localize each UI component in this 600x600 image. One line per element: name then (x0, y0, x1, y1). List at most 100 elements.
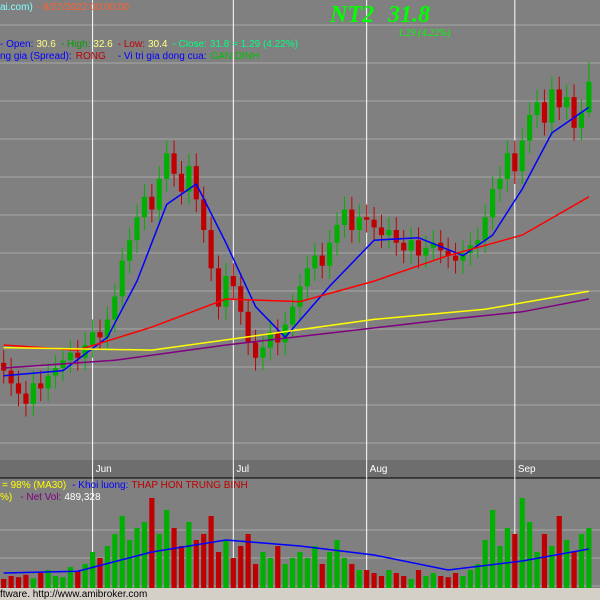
candle-body (452, 255, 459, 261)
volume-bar (423, 576, 429, 588)
candle-body (201, 199, 207, 230)
candle-body (349, 209, 355, 230)
volume-bar (304, 558, 310, 588)
volume-bar (497, 546, 503, 588)
volume-bar (45, 570, 51, 588)
candle-body (541, 102, 548, 123)
candle-body (90, 332, 96, 345)
volume-bar (578, 534, 585, 588)
volume-bar (571, 552, 577, 588)
symbol-line: NT2 31.8 (329, 2, 430, 28)
volume-bar (430, 573, 436, 588)
x-tick-label: Jul (236, 464, 249, 475)
close: 31.8 = 1.29 (4.22%) (210, 39, 298, 50)
candle-body (119, 260, 125, 297)
candle-body (223, 276, 229, 307)
volume-bar (512, 534, 518, 588)
volume-bar (319, 564, 325, 588)
candle-body (386, 230, 392, 236)
candle-body (141, 196, 148, 218)
date-axis-band (0, 460, 600, 478)
candle-body (252, 342, 259, 358)
volume-state: THAP HON TRUNG BINH (131, 480, 247, 491)
candle-body (215, 268, 222, 307)
header-line-1: ai.com) - 9/27/2022 00:00:00 (0, 2, 130, 13)
candle-body (112, 296, 118, 320)
candle-body (290, 306, 296, 325)
candle-body (97, 332, 103, 338)
volume-bar (260, 552, 266, 588)
candle-body (149, 196, 155, 210)
volume-bar (460, 576, 466, 588)
volume-bar (245, 534, 251, 588)
volume-bar (15, 577, 22, 588)
volume-bar (364, 570, 370, 588)
volume-line-2: %) - Net Vol: 489,328 (0, 492, 101, 503)
candle-body (564, 97, 570, 108)
x-tick-label: Jun (96, 464, 112, 475)
candle-body (527, 115, 533, 141)
volume-bar (564, 540, 570, 588)
footer-band (0, 588, 600, 600)
netvol-label: - Net Vol: (20, 492, 61, 503)
volume-bar (386, 570, 392, 588)
volume-bar (541, 534, 548, 588)
volume-bar (104, 546, 110, 588)
volume-bar (201, 534, 207, 588)
header: ai.com) - 9/27/2022 00:00:00 NT2 31.8 1.29… (0, 2, 451, 62)
volume-bar (1, 579, 7, 588)
volume-bar (408, 579, 414, 588)
candle-body (67, 352, 73, 361)
volume-bar (275, 546, 281, 588)
header-line-3: ng gia (Spread): RONG - Vi tri gia dong cu… (0, 51, 259, 62)
position: GAN DINH (210, 51, 259, 62)
candle-body (1, 362, 7, 371)
volume-bar (467, 570, 473, 588)
volume-bar (556, 516, 562, 588)
volume-bar (149, 498, 155, 588)
volume-bar (519, 498, 525, 588)
volume-bar (452, 573, 459, 588)
candle-body (504, 153, 510, 179)
volume-bar (415, 570, 422, 588)
volume-bar (215, 552, 222, 588)
candle-body (164, 153, 170, 179)
volume-line-1: = 98% (MA30) - Khoi luong: THAP HON TRUNG … (2, 480, 248, 491)
volume-bar (297, 552, 303, 588)
volume-bar (327, 552, 333, 588)
candle-body (460, 253, 466, 261)
indicator-line (3, 539, 590, 574)
volume-bar (267, 558, 273, 588)
candle-body (297, 286, 303, 307)
x-tick-label: Aug (370, 464, 388, 475)
x-tick-label: Sep (518, 464, 536, 475)
candle-body (208, 230, 214, 269)
candle-body (556, 89, 562, 108)
indicator-line (3, 106, 590, 377)
header-line-2: - Open: 30.6 - High: 32.6 - Low: 30.4 - Close:… (0, 39, 298, 50)
open: 30.6 (36, 39, 56, 50)
volume-bar (349, 564, 355, 588)
volume-bar (527, 522, 533, 588)
candle-body (415, 240, 422, 256)
candle-body (423, 247, 429, 256)
symbol: NT2 (329, 2, 374, 28)
volume-header: = 98% (MA30) - Khoi luong: THAP HON TRUNG … (0, 480, 248, 503)
volume-bar (438, 576, 444, 588)
volume-bar (82, 564, 88, 588)
volume-bar (186, 522, 192, 588)
volume-bar (252, 564, 259, 588)
footer: ftware. http://www.amibroker.com (0, 589, 147, 600)
volume-bar (445, 577, 451, 588)
volume-bar (504, 528, 510, 588)
candle-body (319, 255, 325, 266)
candle-body (260, 347, 266, 358)
volume-bar (401, 576, 407, 588)
volume-bar (490, 510, 496, 588)
marks (1, 61, 592, 588)
source: ai.com) (0, 2, 33, 13)
candle-body (245, 311, 251, 343)
netvol: 489,328 (64, 492, 101, 503)
volume-bar (549, 546, 555, 588)
candle-body (193, 166, 199, 200)
